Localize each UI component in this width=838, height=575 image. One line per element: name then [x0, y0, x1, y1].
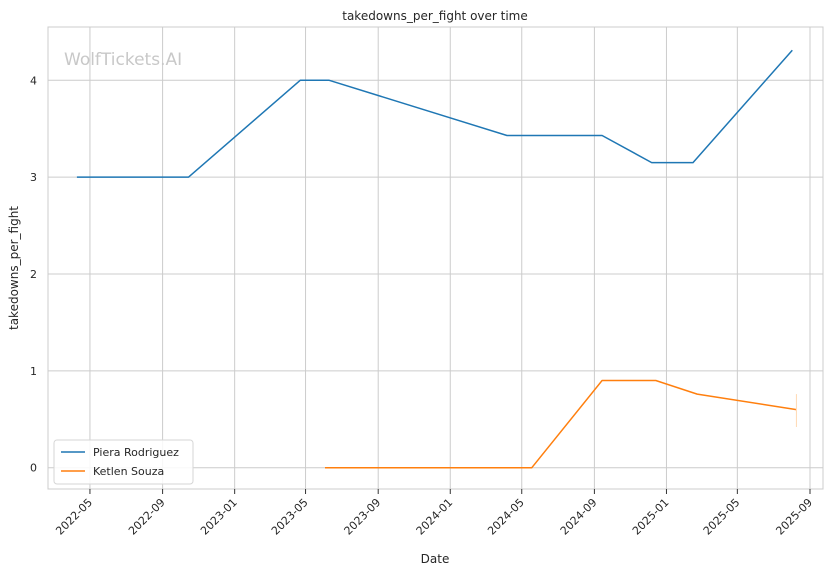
legend: Piera Rodriguez Ketlen Souza	[53, 439, 194, 485]
series-lines	[76, 49, 797, 469]
watermark: WolfTickets.AI	[64, 50, 182, 70]
x-tick-label: 2023-05	[269, 496, 311, 538]
x-tick-label: 2025-05	[701, 496, 743, 538]
x-tick-label: 2024-05	[485, 496, 527, 538]
x-tick-label: 2025-09	[773, 496, 815, 538]
y-axis-label: takedowns_per_fight	[7, 206, 21, 330]
grid	[48, 27, 823, 489]
y-tick-label: 0	[30, 462, 37, 475]
x-ticks: 2022-05 2022-09 2023-01 2023-05 2023-09 2024-…	[53, 489, 815, 538]
y-tick-label: 2	[30, 268, 37, 281]
legend-label: Ketlen Souza	[93, 465, 164, 478]
x-tick-label: 2023-01	[198, 496, 240, 538]
y-tick-label: 3	[30, 171, 37, 184]
plot-frame	[47, 26, 824, 490]
y-tick-label: 1	[30, 365, 37, 378]
chart-title: takedowns_per_fight over time	[342, 9, 528, 23]
x-tick-label: 2022-09	[126, 496, 168, 538]
series-line	[325, 379, 797, 469]
series-line	[76, 49, 793, 178]
legend-box	[53, 439, 194, 485]
y-tick-label: 4	[30, 74, 37, 87]
x-axis-label: Date	[421, 552, 450, 566]
x-tick-label: 2025-01	[630, 496, 672, 538]
x-tick-label: 2024-09	[558, 496, 600, 538]
y-ticks: 0 1 2 3 4	[30, 74, 37, 474]
x-tick-label: 2022-05	[53, 496, 95, 538]
x-tick-label: 2023-09	[342, 496, 384, 538]
legend-label: Piera Rodriguez	[93, 446, 179, 459]
x-tick-label: 2024-01	[414, 496, 456, 538]
